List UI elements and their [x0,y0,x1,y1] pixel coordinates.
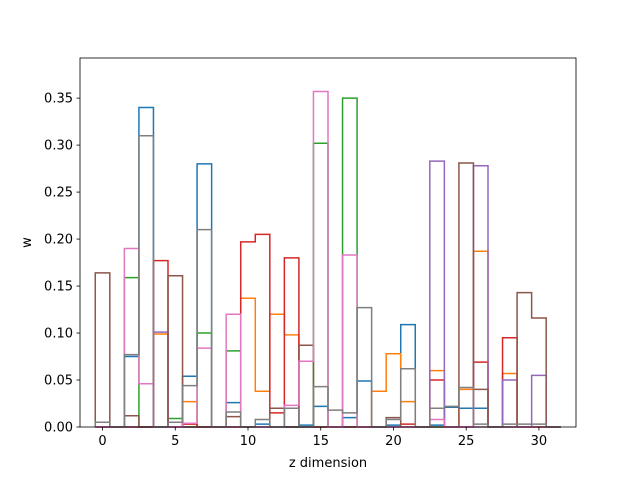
x-axis-ticks: 0 5 10 15 20 25 30 [98,427,547,449]
plot-area-frame [79,57,577,428]
y-tick-label: 0.25 [44,186,73,201]
y-tick-label: 0.15 [44,280,73,295]
y-tick-label: 0.35 [44,92,73,107]
x-tick-label: 20 [385,434,402,449]
y-tick-label: 0.00 [44,421,73,436]
x-tick-label: 15 [312,434,329,449]
y-axis-ticks: 0.00 0.05 0.10 0.15 0.20 0.25 0.30 0.35 [44,92,80,436]
x-tick-label: 30 [531,434,548,449]
series-line-7 [94,134,561,428]
y-tick-label: 0.05 [44,374,73,389]
x-tick-label: 10 [240,434,257,449]
y-tick-label: 0.20 [44,233,73,248]
x-tick-label: 5 [171,434,179,449]
y-tick-label: 0.10 [44,327,73,342]
x-tick-label: 0 [98,434,106,449]
x-tick-label: 25 [458,434,475,449]
y-tick-label: 0.30 [44,139,73,154]
y-axis-label: w [20,237,35,248]
x-axis-label: z dimension [289,456,367,471]
